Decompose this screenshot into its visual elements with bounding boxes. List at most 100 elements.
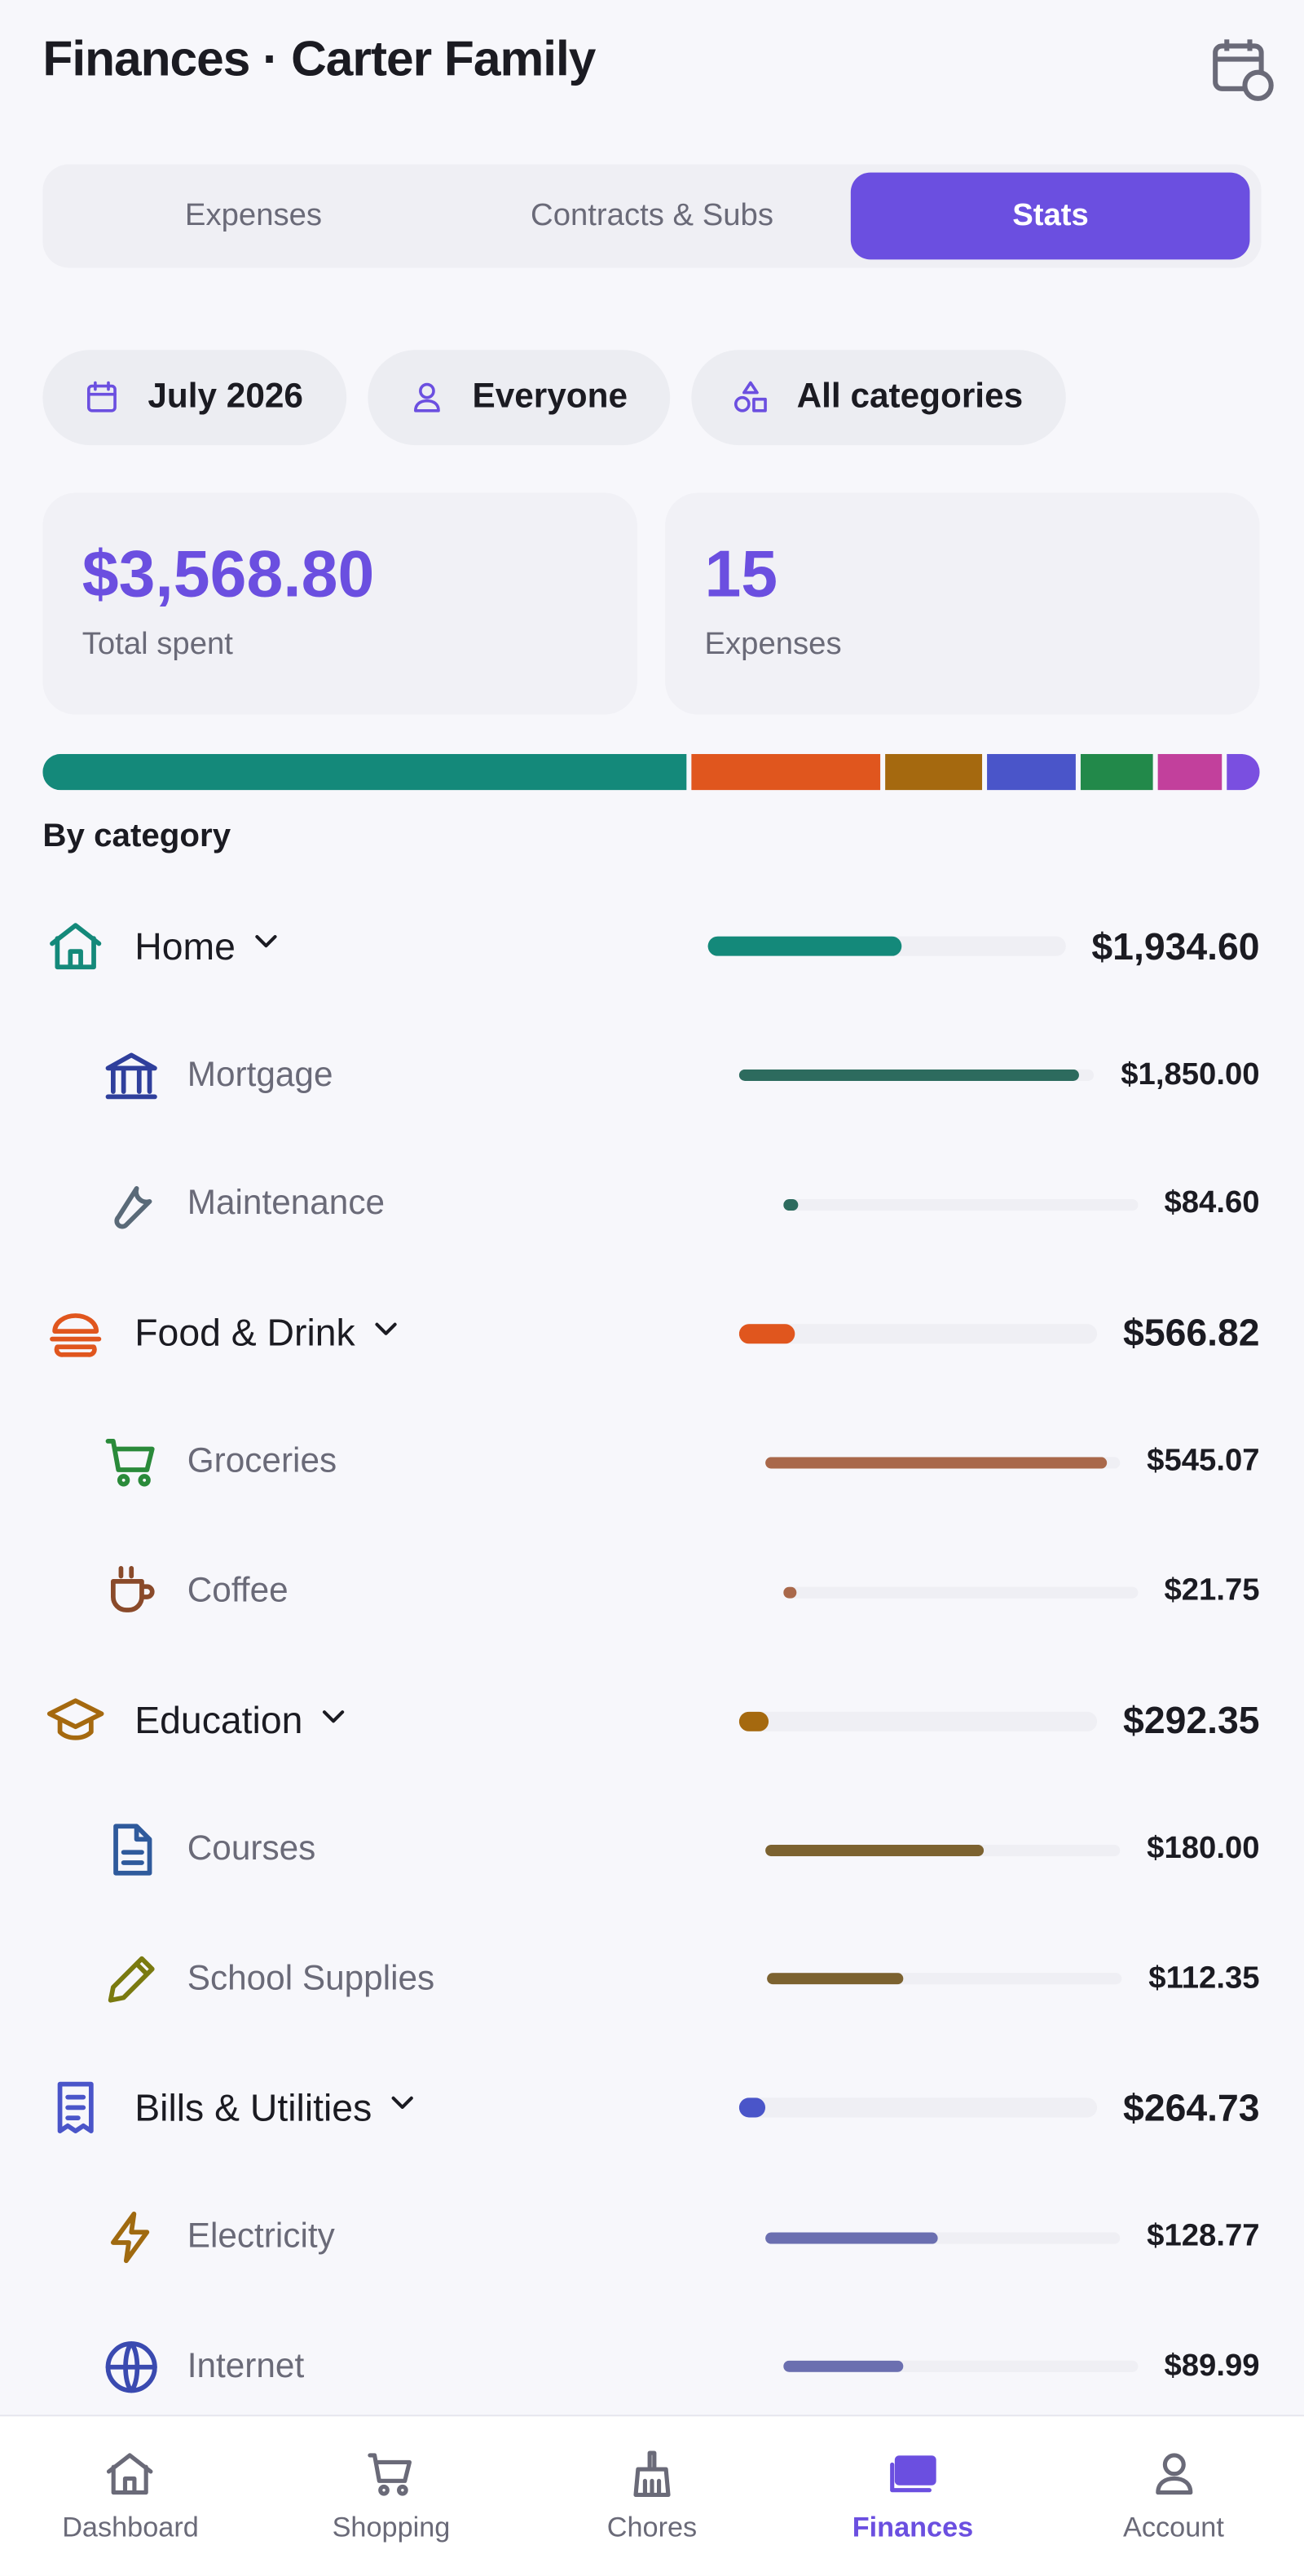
- bar-fill: [765, 2231, 939, 2243]
- amount: $180.00: [1147, 1832, 1260, 1867]
- category-name: Home: [134, 924, 236, 967]
- bar-fill: [782, 1586, 797, 1598]
- name-wrap: Maintenance: [187, 1184, 783, 1224]
- nav-item[interactable]: Account: [1043, 2416, 1304, 2575]
- bar-fill: [738, 1323, 796, 1343]
- name-wrap: Mortgage: [187, 1056, 740, 1095]
- subcategory-row[interactable]: Mortgage $1,850.00: [42, 1026, 1260, 1125]
- name-wrap: Coffee: [187, 1572, 783, 1611]
- tab[interactable]: Stats: [851, 172, 1250, 260]
- amount: $84.60: [1164, 1186, 1260, 1221]
- subcategory-row[interactable]: School Supplies $112.35: [42, 1930, 1260, 2028]
- amount: $264.73: [1123, 2085, 1260, 2129]
- amount: $112.35: [1148, 1961, 1260, 1996]
- bar-track: [738, 2098, 1097, 2119]
- category-icon: [99, 1560, 165, 1623]
- subcategory-row[interactable]: Maintenance $84.60: [42, 1155, 1260, 1254]
- category-icon: [99, 1948, 165, 2011]
- filter-label: July 2026: [148, 377, 303, 416]
- name-wrap: Electricity: [187, 2217, 766, 2256]
- expand-chevron[interactable]: [385, 2085, 421, 2131]
- name-wrap: Internet: [187, 2347, 783, 2386]
- total-card: $3,568.80 Total spent: [42, 492, 637, 715]
- category-icon: [42, 915, 108, 977]
- nav-label: Dashboard: [62, 2512, 199, 2543]
- category-row[interactable]: Bills & Utilities $264.73: [42, 2059, 1260, 2158]
- bar-track: [738, 1323, 1097, 1343]
- category-row[interactable]: Education $292.35: [42, 1672, 1260, 1771]
- nav-label: Chores: [606, 2512, 698, 2543]
- subcategory-row[interactable]: Groceries $545.07: [42, 1414, 1260, 1512]
- bar-track: [707, 936, 1066, 956]
- bar-track: [765, 1844, 1121, 1856]
- category-stack-bar: [42, 753, 1260, 791]
- category-row[interactable]: Food & Drink $566.82: [42, 1284, 1260, 1383]
- subcategory-row[interactable]: Courses $180.00: [42, 1801, 1260, 1899]
- bar-track: [782, 1586, 1139, 1598]
- bar-fill: [707, 936, 901, 956]
- bar-fill: [765, 1844, 985, 1856]
- subcategory-name: School Supplies: [187, 1959, 435, 1997]
- amount: $292.35: [1123, 1698, 1260, 1742]
- bar-fill: [782, 2360, 904, 2373]
- stack-segment: [987, 753, 1076, 791]
- amount: $545.07: [1147, 1445, 1260, 1480]
- filter-chip[interactable]: All categories: [691, 350, 1066, 446]
- name-wrap: Food & Drink: [134, 1311, 738, 1356]
- nav-label: Shopping: [332, 2512, 451, 2543]
- subcategory-name: Internet: [187, 2346, 305, 2385]
- category-icon: [99, 2206, 165, 2269]
- stack-segment: [1226, 753, 1260, 791]
- tab[interactable]: Contracts & Subs: [531, 197, 773, 233]
- name-wrap: Home: [134, 923, 707, 968]
- tab[interactable]: Expenses: [184, 197, 323, 233]
- subcategory-row[interactable]: Electricity $128.77: [42, 2188, 1260, 2287]
- nav-item[interactable]: Chores: [522, 2416, 782, 2575]
- category-name: Bills & Utilities: [134, 2085, 372, 2129]
- filter-bar: July 2026 Everyone All categories: [42, 350, 1066, 446]
- name-wrap: Groceries: [187, 1443, 766, 1482]
- filter-label: All categories: [796, 377, 1024, 416]
- category-icon: [42, 1303, 108, 1365]
- tab-bar: Expenses Contracts & Subs Stats: [42, 164, 1262, 268]
- category-icon: [99, 1431, 165, 1494]
- filter-chip[interactable]: July 2026: [42, 350, 346, 446]
- amount: $566.82: [1123, 1311, 1260, 1355]
- expand-chevron[interactable]: [368, 1311, 404, 1356]
- nav-item[interactable]: Finances: [782, 2416, 1043, 2575]
- amount: $1,934.60: [1091, 924, 1260, 967]
- nav-item[interactable]: Dashboard: [0, 2416, 261, 2575]
- name-wrap: Education: [134, 1698, 738, 1744]
- name-wrap: School Supplies: [187, 1960, 768, 1999]
- page-title: Finances · Carter Family: [42, 33, 596, 87]
- section-title: By category: [42, 818, 231, 854]
- count-caption: Expenses: [704, 627, 842, 663]
- stack-segment: [884, 753, 983, 791]
- filter-label: Everyone: [472, 377, 628, 416]
- calendar-history-button[interactable]: [1209, 36, 1275, 102]
- subcategory-row[interactable]: Internet $89.99: [42, 2318, 1260, 2416]
- expand-chevron[interactable]: [316, 1698, 352, 1744]
- expense-count: 15: [704, 538, 778, 611]
- bar-fill: [738, 1710, 769, 1731]
- expand-chevron[interactable]: [249, 923, 284, 968]
- subcategory-row[interactable]: Coffee $21.75: [42, 1542, 1260, 1641]
- bar-track: [782, 2360, 1139, 2373]
- filter-chip[interactable]: Everyone: [367, 350, 671, 446]
- amount: $21.75: [1164, 1573, 1260, 1608]
- total-spent: $3,568.80: [82, 538, 375, 611]
- category-icon: [99, 1819, 165, 1881]
- total-caption: Total spent: [82, 627, 233, 663]
- nav-item[interactable]: Shopping: [261, 2416, 522, 2575]
- category-icon: [42, 1690, 108, 1753]
- count-card: 15 Expenses: [665, 492, 1260, 715]
- nav-label: Account: [1123, 2512, 1224, 2543]
- category-row[interactable]: Home $1,934.60: [42, 897, 1260, 995]
- bar-fill: [765, 1457, 1108, 1469]
- stack-segment: [691, 753, 880, 791]
- stack-segment: [1156, 753, 1222, 791]
- bar-fill: [782, 1198, 799, 1211]
- bar-track: [767, 1973, 1123, 1985]
- bar-track: [738, 1710, 1097, 1731]
- amount: $89.99: [1164, 2348, 1260, 2384]
